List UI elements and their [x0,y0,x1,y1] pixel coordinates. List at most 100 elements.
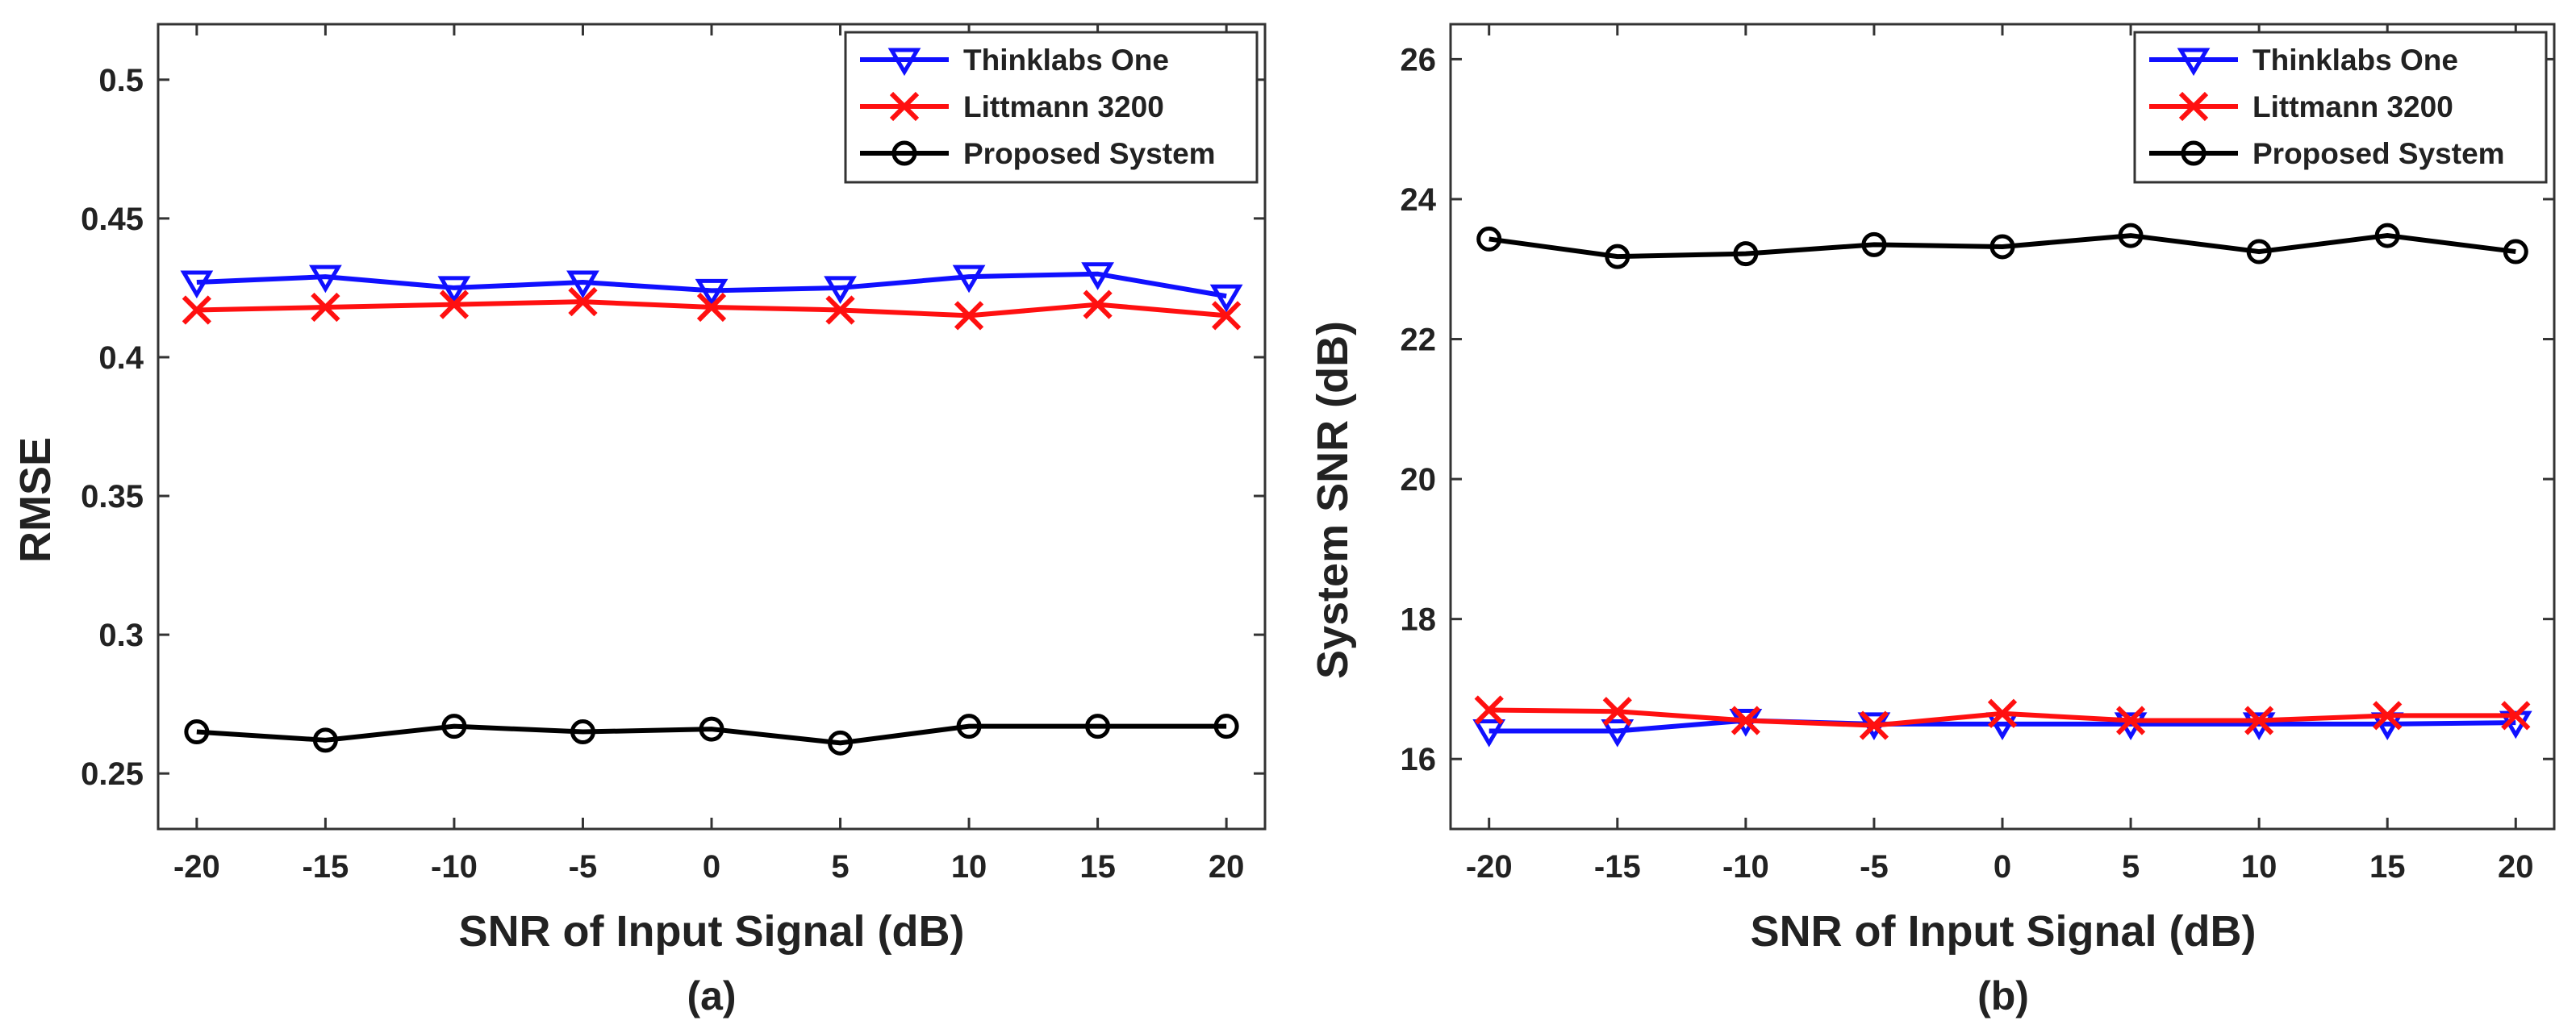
panel-b-y-tick-label: 20 [1401,462,1437,498]
panel-a-point-littmann-3200 [311,292,340,323]
panel-b-y-tick-label: 22 [1401,323,1437,358]
panel-b-legend-label-littmann-3200: Littmann 3200 [2252,90,2453,123]
panel-a-y-tick-label: 0.4 [98,340,144,376]
panel-b-x-axis-label: SNR of Input Signal (dB) [1751,907,2257,956]
panel-a-series-line-thinklabs-one [196,271,1227,299]
panel-a-y-tick-label: 0.35 [81,479,144,514]
panel-b-point-littmann-3200 [1859,710,1889,740]
panel-b-point-proposed-system [1476,226,1502,252]
panel-a-point-thinklabs-one [180,270,214,299]
panel-a-legend-label-thinklabs-one: Thinklabs One [963,44,1169,77]
panel-a-legend-label-littmann-3200: Littmann 3200 [963,90,1164,123]
panel-a-point-thinklabs-one [952,264,986,294]
panel-b-point-littmann-3200-stroke-2 [1474,695,1504,725]
panel-a-point-littmann-3200 [954,301,984,331]
panel-a-point-thinklabs-one [1081,262,1114,290]
panel-b-y-tick-label: 26 [1401,42,1437,77]
panel-b-x-tick-label: 15 [2369,849,2406,885]
panel-b-plot: -20 -15 -10 -5 0 5 10 15 20 16 18 20 22 24 26 Thinklabs… [1401,23,2556,885]
panel-b-x-tick-label: -20 [1466,849,1513,885]
panel-a-legend-marker-thinklabs-one [887,48,921,77]
panel-a-caption: (a) [687,973,736,1018]
panel-b-legend-label-thinklabs-one: Thinklabs One [2252,44,2458,77]
panel-a-point-thinklabs-one [824,276,857,305]
panel-b-x-tick-label: 10 [2241,849,2277,885]
panel-a-point-thinklabs-one [566,270,599,299]
panel-a-point-proposed-system [956,714,982,739]
panel-b-point-littmann-3200-stroke-2 [1731,706,1760,735]
panel-a-y-tick-label: 0.5 [98,63,144,98]
panel-a-legend-entry-littmann-3200: Littmann 3200 [860,90,1164,123]
panel-a-x-tick-label: 10 [951,849,987,885]
panel-b-y-tick-label: 18 [1401,602,1437,638]
panel-b-point-proposed-system [1989,234,2015,260]
panel-a-y-tick-label: 0.25 [81,756,144,792]
panel-a-point-proposed-system [441,714,467,739]
panel-b-point-proposed-system [1733,241,1759,267]
panel-b-point-littmann-3200-stroke-2 [2244,706,2274,735]
panel-a-point-littmann-3200-stroke-2 [182,295,211,325]
panel-b-point-littmann-3200-stroke-2 [2501,701,2531,731]
panel-a-point-littmann-3200-stroke-2 [954,301,984,331]
panel-b-point-littmann-3200 [2501,701,2531,731]
panel-a-legend: Thinklabs One Littmann 3200 Proposed Syste… [844,31,1259,184]
panel-b-point-proposed-system [1605,244,1630,269]
panel-a-point-littmann-3200 [825,295,855,325]
panel-a-point-littmann-3200-stroke-2 [825,295,855,325]
panel-a-point-thinklabs-one [437,276,471,305]
panel-a-x-tick-label: -15 [302,849,349,885]
panel-b-point-littmann-3200-stroke-2 [1602,697,1632,727]
panel-a-x-tick-label: 0 [703,849,720,885]
panel-b-legend-marker-thinklabs-one [2177,48,2211,77]
panel-a-point-proposed-system [570,719,595,745]
panel-a-point-proposed-system [699,716,724,742]
panel-a-point-thinklabs-one [1209,284,1243,313]
panel-b-y-tick-label: 24 [1401,182,1437,218]
panel-a-point-littmann-3200-stroke-2 [568,287,598,317]
panel-b-x-tick-label: -5 [1860,849,1889,885]
panel-a-point-littmann-3200 [439,289,470,319]
panel-a: -20 -15 -10 -5 0 5 10 15 20 0.25 0.3 0.35 0.4 0.45 0.5… [11,23,1267,1018]
panel-b-series-littmann-3200 [1474,695,2531,740]
panel-b-legend-marker-proposed-system [2181,140,2207,166]
panel-b-point-littmann-3200 [1987,698,2018,728]
panel-b-point-littmann-3200-stroke-2 [1987,698,2018,728]
panel-b-point-littmann-3200 [1474,695,1504,725]
panel-a-x-tick-label: 15 [1079,849,1116,885]
panel-a-point-thinklabs-one [695,278,729,307]
panel-a-series-proposed-system [184,714,1239,756]
panel-b-y-axis-label: System SNR (dB) [1309,321,1357,679]
panel-a-x-axis-label: SNR of Input Signal (dB) [459,907,965,956]
panel-b-point-littmann-3200 [2115,706,2146,735]
panel-b-legend-marker-littmann-3200 [2178,91,2209,122]
panel-a-legend-marker-proposed-system [891,140,917,166]
panel-b-caption: (b) [1977,973,2029,1018]
panel-b-point-littmann-3200 [1731,706,1760,735]
panel-a-point-proposed-system [1085,714,1111,739]
panel-b-point-littmann-3200-stroke-2 [2373,701,2403,731]
panel-a-point-proposed-system [828,730,854,756]
panel-b-series-line-proposed-system [1488,233,2516,260]
panel-a-legend-label-proposed-system: Proposed System [963,137,1216,170]
panel-b-x-tick-label: -10 [1722,849,1769,885]
panel-a-point-littmann-3200-stroke-2 [696,292,727,323]
panel-a-x-tick-label: -10 [431,849,478,885]
panel-a-legend-marker-littmann-3200 [889,91,920,122]
panel-b-legend-label-proposed-system: Proposed System [2252,137,2505,170]
panel-b-legend: Thinklabs One Littmann 3200 Proposed Syste… [2133,31,2548,184]
panel-a-point-littmann-3200 [568,287,598,317]
panel-a-point-littmann-3200 [696,292,727,323]
panel-a-x-tick-label: 20 [1209,849,1245,885]
panel-a-point-proposed-system [184,719,210,745]
panel-a-x-tick-label: 5 [831,849,849,885]
panel-a-y-axis-label: RMSE [11,437,60,563]
panel-b-point-proposed-system [2503,239,2528,264]
panel-b-legend-entry-littmann-3200: Littmann 3200 [2149,90,2453,123]
panel-b-point-thinklabs-one [1601,719,1635,748]
panel-a-point-thinklabs-one [309,264,342,294]
panel-a-point-proposed-system [312,727,338,753]
panel-b-x-tick-label: 5 [2122,849,2140,885]
panel-b-point-littmann-3200 [2244,706,2274,735]
panel-b-point-proposed-system [2118,223,2144,248]
